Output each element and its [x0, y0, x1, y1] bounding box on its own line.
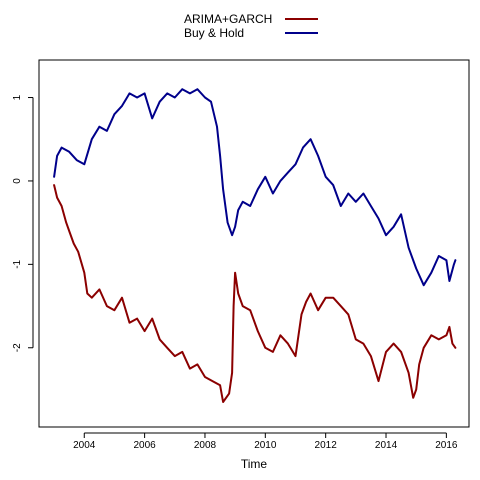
legend-label: Buy & Hold: [184, 26, 244, 40]
x-axis: 2004 2006 2008 2010 2012 2014 2016: [73, 432, 458, 451]
x-tick-label: 2014: [375, 440, 398, 451]
x-tick-label: 2016: [435, 440, 458, 451]
series-layer: [53, 88, 457, 403]
y-tick-label: -1: [12, 259, 23, 268]
series-line-0: [53, 184, 457, 403]
y-tick-label: 0: [12, 178, 23, 184]
series-line-1: [53, 88, 457, 287]
legend-label: ARIMA+GARCH: [184, 12, 272, 26]
x-tick-label: 2012: [315, 440, 338, 451]
x-tick-label: 2006: [133, 440, 156, 451]
x-tick-label: 2010: [254, 440, 277, 451]
x-axis-title: Time: [241, 457, 268, 471]
x-tick-label: 2004: [73, 440, 96, 451]
y-axis: -2 -1 0 1: [12, 94, 34, 352]
y-tick-label: -2: [12, 343, 23, 352]
y-tick-label: 1: [12, 94, 23, 100]
x-tick-label: 2008: [194, 440, 217, 451]
plot-frame: [38, 59, 470, 428]
